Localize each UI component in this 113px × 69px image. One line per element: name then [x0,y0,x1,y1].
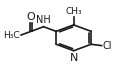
Text: N: N [69,53,77,63]
Text: CH₃: CH₃ [65,7,81,16]
Text: Cl: Cl [101,41,111,51]
Text: O: O [26,12,35,22]
Text: NH: NH [36,15,51,25]
Text: H₃C: H₃C [4,31,20,40]
